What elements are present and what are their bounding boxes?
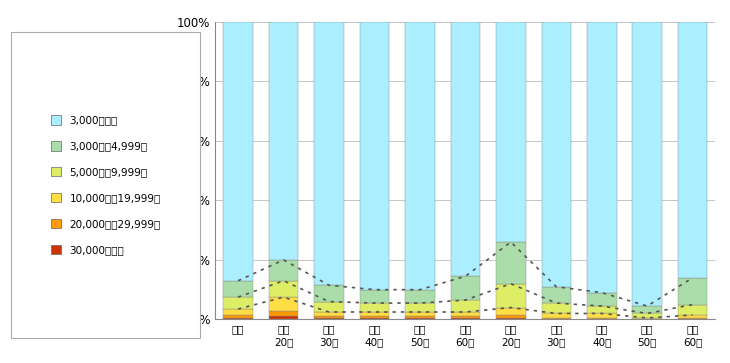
Bar [450, 276, 480, 300]
FancyBboxPatch shape [11, 32, 201, 338]
Bar [405, 22, 434, 290]
Bar [223, 315, 253, 318]
Bar [496, 242, 526, 284]
Bar [223, 22, 253, 281]
Bar [587, 314, 617, 318]
Bar [450, 317, 480, 318]
Bar [542, 287, 571, 303]
Bar [314, 22, 344, 285]
Bar [542, 318, 571, 319]
Bar [587, 22, 617, 293]
Bar [405, 290, 434, 303]
Bar [496, 315, 526, 318]
Bar [314, 318, 344, 319]
Bar [587, 293, 617, 306]
Bar [223, 297, 253, 309]
Bar [360, 290, 389, 303]
Legend: 3,000円未満, 3,000円～4,999円, 5,000円～9,999円, 10,000円～19,999円, 20,000円～29,999円, 30,000: 3,000円未満, 3,000円～4,999円, 5,000円～9,999円, … [40, 105, 172, 265]
Bar [542, 22, 571, 287]
Bar [587, 306, 617, 314]
Bar [269, 260, 299, 281]
Bar [450, 22, 480, 276]
Bar [405, 318, 434, 319]
Bar [450, 312, 480, 317]
Bar [542, 303, 571, 314]
Bar [678, 278, 707, 305]
Bar [496, 307, 526, 315]
Bar [223, 318, 253, 319]
Bar [632, 318, 662, 319]
Bar [542, 314, 571, 318]
Bar [632, 306, 662, 314]
Bar [405, 312, 434, 317]
Bar [223, 309, 253, 315]
Bar [269, 310, 299, 317]
Bar [587, 318, 617, 319]
Bar [269, 297, 299, 310]
Bar [678, 305, 707, 315]
Bar [496, 318, 526, 319]
Bar [223, 281, 253, 297]
Bar [360, 22, 389, 290]
Bar [678, 318, 707, 319]
Bar [450, 318, 480, 319]
Bar [678, 22, 707, 278]
Bar [360, 312, 389, 317]
Bar [496, 22, 526, 242]
Bar [360, 317, 389, 318]
Bar [269, 281, 299, 297]
Bar [360, 318, 389, 319]
Bar [269, 22, 299, 260]
Bar [496, 284, 526, 307]
Bar [678, 315, 707, 318]
Bar [450, 300, 480, 312]
Bar [632, 22, 662, 306]
Bar [632, 314, 662, 318]
Bar [314, 285, 344, 302]
Bar [405, 303, 434, 312]
Bar [360, 303, 389, 312]
Bar [269, 317, 299, 319]
Bar [314, 312, 344, 317]
Bar [314, 317, 344, 318]
Bar [314, 302, 344, 312]
Bar [405, 317, 434, 318]
